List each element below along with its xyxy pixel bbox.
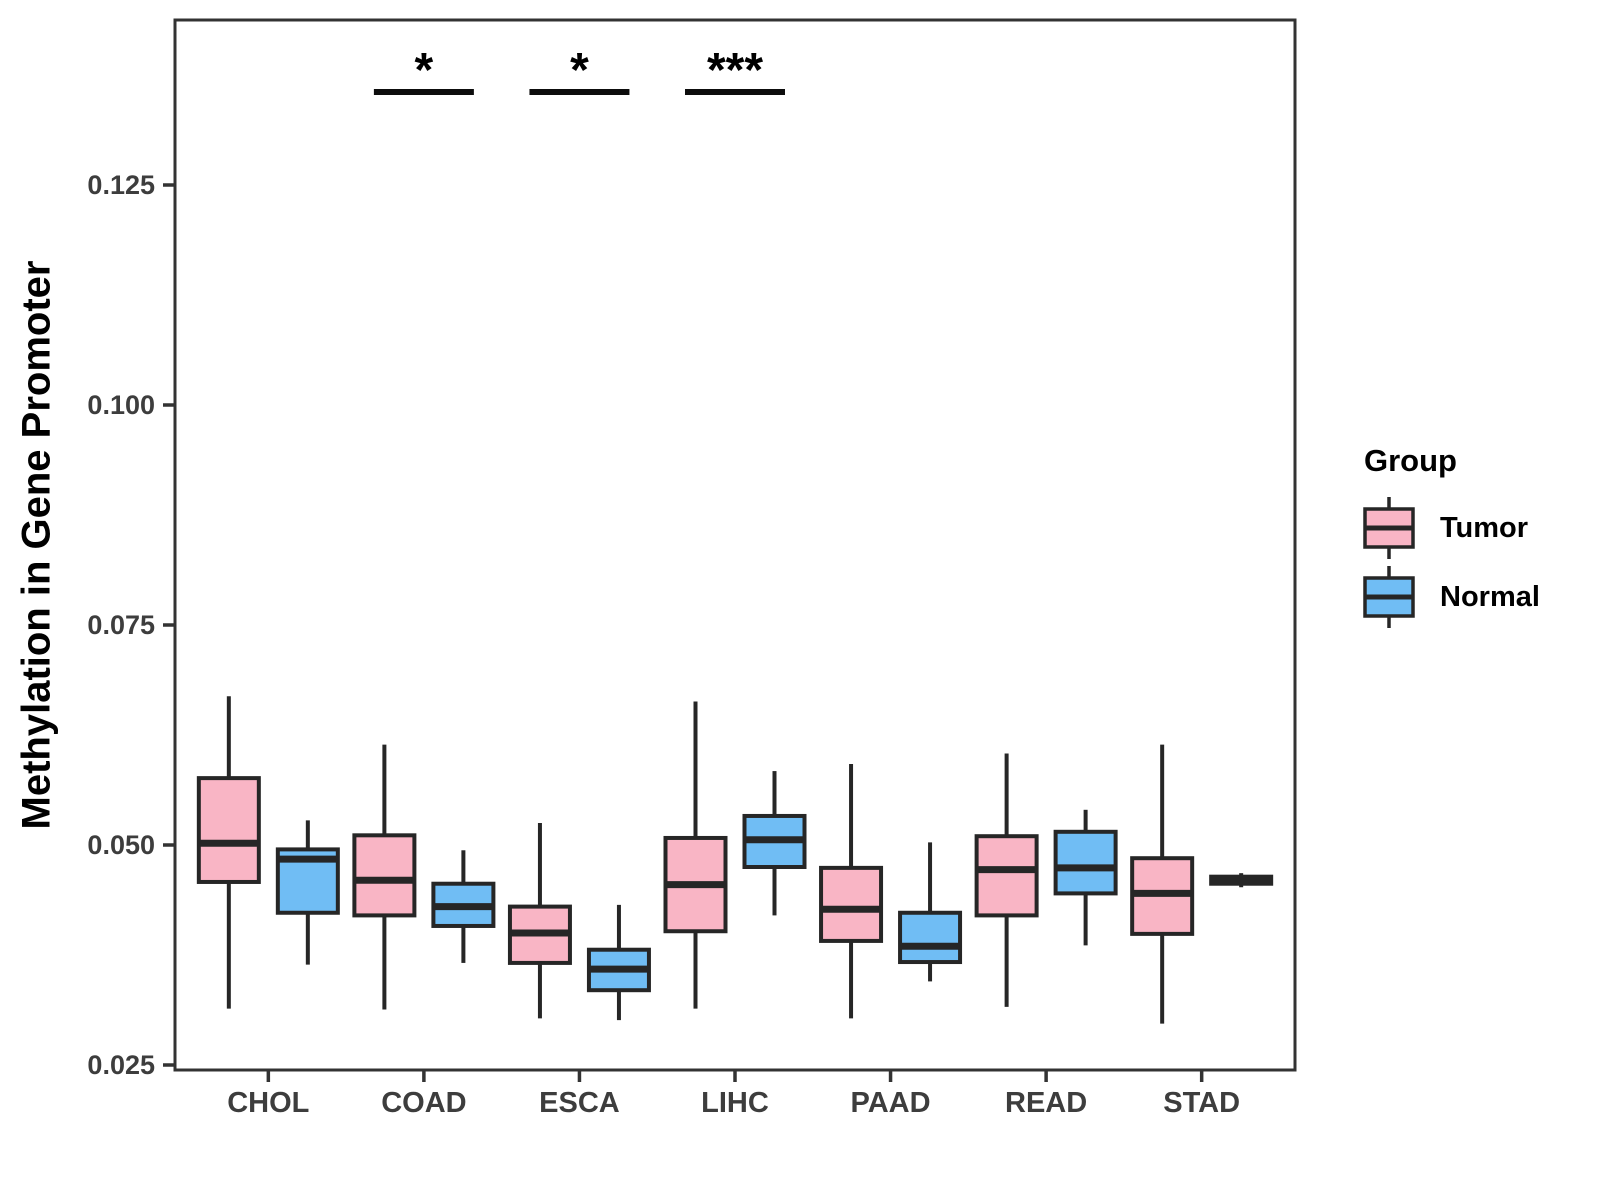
box-read-normal [1053,829,1118,896]
box-paad-normal [898,910,963,965]
significance-label-esca: * [570,44,589,97]
legend-label-normal: Normal [1440,580,1540,613]
significance-label-coad: * [415,44,434,97]
x-tick-label-stad: STAD [1163,1087,1240,1119]
y-tick-label: 0.025 [87,1050,155,1080]
legend-item-tumor: Tumor [1362,495,1540,561]
y-tick-label: 0.125 [87,170,155,200]
x-tick-label-coad: COAD [381,1087,466,1119]
y-axis-title: Methylation in Gene Promoter [14,260,59,830]
box-paad-tumor [819,865,884,943]
normal-boxplot-key-icon [1363,566,1415,628]
tumor-boxplot-key-icon [1363,497,1415,559]
significance-label-lihc: *** [707,44,763,97]
x-tick-label-chol: CHOL [227,1087,309,1119]
box-chol-tumor [196,776,261,884]
legend: Group Tumor Normal [1362,443,1540,633]
x-tick-label-paad: PAAD [851,1087,931,1119]
legend-item-normal: Normal [1362,564,1540,630]
y-tick-label: 0.075 [87,610,155,640]
x-tick-label-esca: ESCA [539,1087,620,1119]
box-coad-tumor [352,833,417,918]
y-tick-label: 0.100 [87,390,155,420]
plot-panel-border [173,18,1297,1072]
legend-label-tumor: Tumor [1440,511,1529,544]
legend-title: Group [1364,443,1457,478]
x-tick-label-read: READ [1005,1087,1087,1119]
y-tick-label: 0.050 [87,830,155,860]
box-read-tumor [974,834,1039,918]
x-tick-label-lihc: LIHC [701,1087,769,1119]
